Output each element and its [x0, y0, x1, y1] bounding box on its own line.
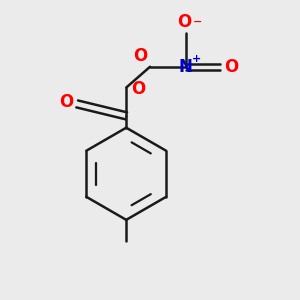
- Text: N: N: [179, 58, 193, 76]
- Text: O: O: [224, 58, 238, 76]
- Text: O: O: [59, 93, 74, 111]
- Text: O: O: [177, 13, 191, 31]
- Text: O: O: [131, 80, 145, 98]
- Text: +: +: [192, 54, 202, 64]
- Text: O: O: [133, 47, 147, 65]
- Text: −: −: [193, 17, 203, 27]
